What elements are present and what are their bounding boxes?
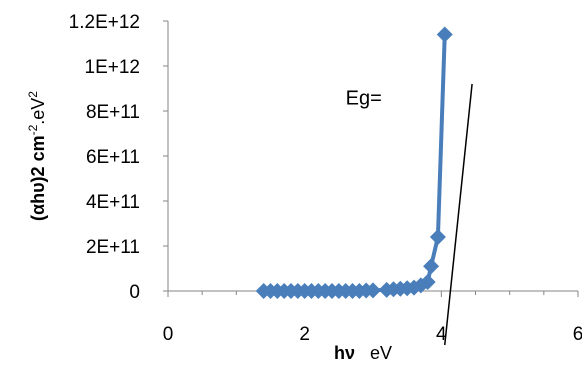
x-axis-title-symbol: hν [334, 343, 355, 363]
y-ticks: 0 2E+11 4E+11 6E+11 8E+11 1E+12 1.2E+12 [69, 12, 168, 303]
data-point [419, 274, 436, 290]
x-tick-label: 0 [163, 324, 174, 345]
axes: 0 2 4 6 0 2E+11 4E+11 6E+11 8E+11 1E+12 1.2E+12 [69, 12, 582, 345]
data-point [429, 229, 446, 245]
x-tick-label: 6 [573, 324, 582, 345]
y-tick-label: 4E+11 [86, 192, 140, 213]
y-tick-label: 0 [129, 282, 140, 303]
x-axis-title-unit: eV [370, 343, 392, 363]
y-tick-label: 2E+11 [86, 237, 140, 258]
series-layer [255, 26, 453, 299]
tangent-line [444, 83, 473, 346]
y-axis-title-mid: .eV [28, 98, 48, 125]
x-tick-label: 4 [436, 324, 447, 345]
y-axis-title-base: (αhυ)2 cm [28, 135, 48, 221]
y-tick-label: 6E+11 [86, 147, 140, 168]
y-tick-label: 1E+12 [85, 57, 140, 78]
tangent-layer [444, 83, 473, 346]
data-point [365, 282, 381, 299]
y-tick-label: 1.2E+12 [69, 12, 140, 33]
x-ticks: 0 2 4 6 [163, 291, 582, 345]
x-axis-title: hν eV [334, 343, 392, 363]
y-axis-title-exp1: -2 [26, 124, 40, 135]
x-tick-label: 2 [299, 324, 310, 345]
y-axis-title: (αhυ)2 cm-2.eV2 [26, 91, 48, 221]
data-point [423, 258, 440, 275]
eg-annotation: Eg= [346, 87, 382, 109]
data-point [436, 26, 453, 43]
y-tick-label: 8E+11 [86, 102, 140, 123]
y-axis-title-exp2: 2 [26, 91, 40, 98]
series-line [263, 34, 447, 293]
